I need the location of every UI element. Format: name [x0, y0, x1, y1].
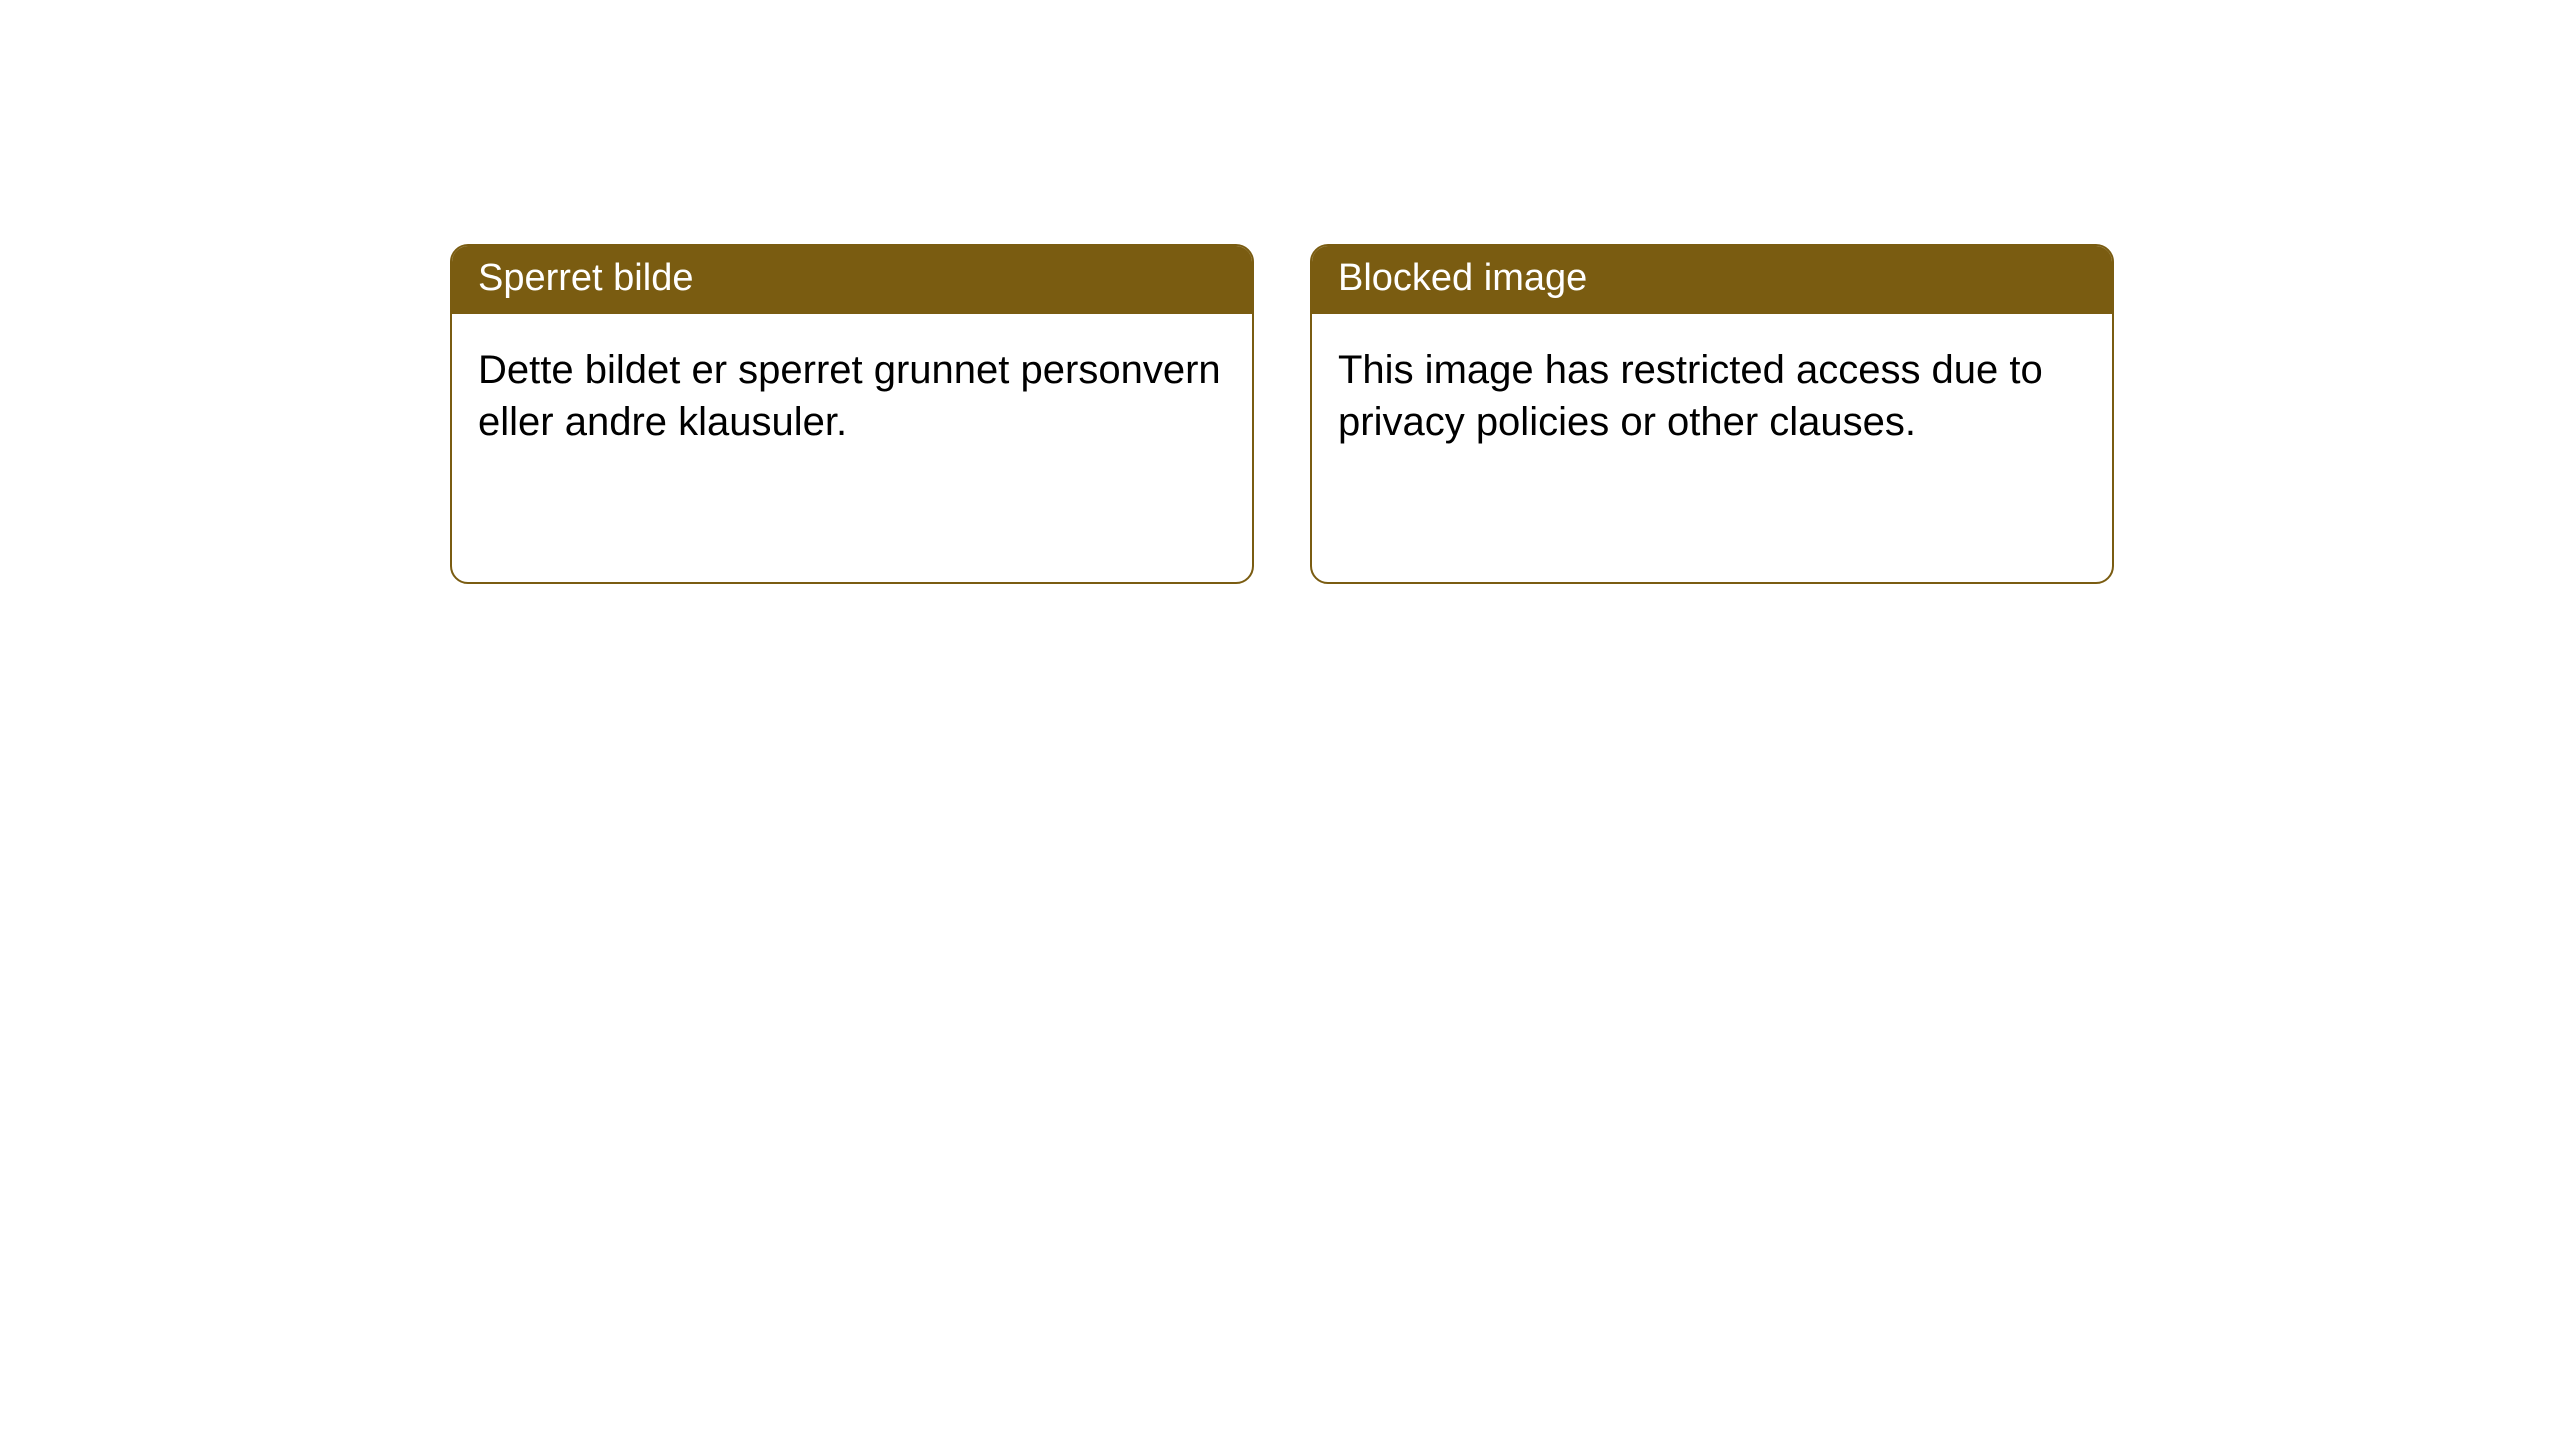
notice-card-norwegian: Sperret bilde Dette bildet er sperret gr… [450, 244, 1254, 584]
notice-card-english: Blocked image This image has restricted … [1310, 244, 2114, 584]
notice-title: Sperret bilde [452, 246, 1252, 314]
notice-container: Sperret bilde Dette bildet er sperret gr… [450, 244, 2114, 584]
notice-body: Dette bildet er sperret grunnet personve… [452, 314, 1252, 480]
notice-body: This image has restricted access due to … [1312, 314, 2112, 480]
notice-title: Blocked image [1312, 246, 2112, 314]
